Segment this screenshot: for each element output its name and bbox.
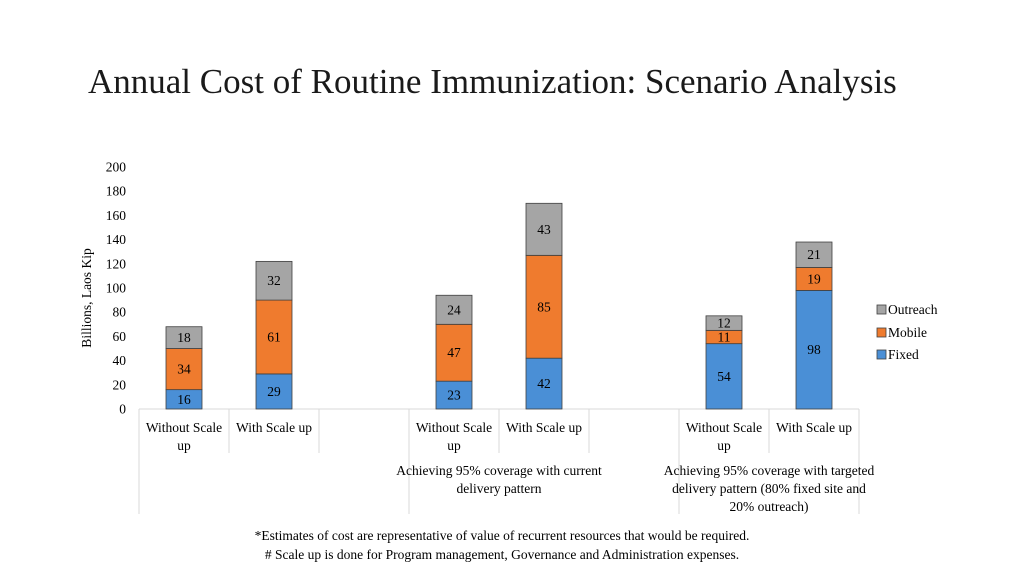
legend-swatch xyxy=(876,304,887,315)
data-label-mobile: 61 xyxy=(267,330,281,345)
bar-outreach xyxy=(795,241,833,268)
bar-mobile xyxy=(435,323,473,382)
category-label: Without Scale xyxy=(686,420,762,435)
y-tick-label: 140 xyxy=(106,232,127,247)
data-label-outreach: 12 xyxy=(717,316,731,331)
legend-label: Fixed xyxy=(888,347,919,362)
y-tick-label: 100 xyxy=(106,281,127,296)
group-label: delivery pattern xyxy=(456,481,541,496)
bar-fixed xyxy=(705,343,743,410)
data-label-mobile: 11 xyxy=(718,330,731,345)
category-label: With Scale up xyxy=(776,420,852,435)
category-label: up xyxy=(717,438,731,453)
category-label: With Scale up xyxy=(236,420,312,435)
group-label: delivery pattern (80% fixed site and xyxy=(672,481,866,496)
y-tick-label: 80 xyxy=(113,305,127,320)
data-label-outreach: 24 xyxy=(447,302,461,317)
legend-swatch xyxy=(876,327,887,338)
category-label: up xyxy=(177,438,191,453)
data-label-fixed: 16 xyxy=(177,392,191,407)
y-tick-label: 0 xyxy=(119,402,126,417)
bar-outreach xyxy=(705,315,743,331)
data-label-mobile: 34 xyxy=(177,362,191,377)
bar-fixed xyxy=(795,290,833,410)
y-axis-label: Billions, Laos Kip xyxy=(79,248,94,348)
group-label: Achieving 95% coverage with current xyxy=(396,463,602,478)
legend-label: Mobile xyxy=(888,325,927,340)
bar-fixed xyxy=(525,357,563,410)
y-tick-label: 40 xyxy=(113,353,127,368)
bar-fixed xyxy=(435,380,473,410)
group-label: Achieving 95% coverage with targeted xyxy=(664,463,875,478)
data-label-fixed: 42 xyxy=(537,376,551,391)
category-label: With Scale up xyxy=(506,420,582,435)
bar-mobile xyxy=(165,348,203,391)
data-label-outreach: 18 xyxy=(177,330,191,345)
y-tick-label: 120 xyxy=(106,256,127,271)
data-label-fixed: 23 xyxy=(447,388,461,403)
bar-mobile xyxy=(255,299,293,375)
category-label: Without Scale xyxy=(146,420,222,435)
category-label: up xyxy=(447,438,461,453)
data-label-outreach: 32 xyxy=(267,273,281,288)
y-tick-label: 60 xyxy=(113,329,127,344)
legend-swatch xyxy=(876,349,887,360)
data-label-mobile: 85 xyxy=(537,299,551,314)
footnote-estimates: *Estimates of cost are representative of… xyxy=(254,528,750,543)
data-label-fixed: 54 xyxy=(717,369,731,384)
bar-outreach xyxy=(525,202,563,256)
y-tick-label: 200 xyxy=(106,160,127,175)
bar-outreach xyxy=(255,260,293,301)
data-label-mobile: 19 xyxy=(807,271,821,286)
data-label-fixed: 98 xyxy=(807,342,821,357)
y-tick-label: 180 xyxy=(106,184,127,199)
page-title: Annual Cost of Routine Immunization: Sce… xyxy=(88,62,897,101)
legend-label: Outreach xyxy=(888,302,938,317)
bar-outreach xyxy=(435,294,473,325)
data-label-outreach: 43 xyxy=(537,222,551,237)
bar-outreach xyxy=(165,326,203,349)
y-tick-label: 160 xyxy=(106,208,127,223)
bar-mobile xyxy=(525,254,563,359)
group-label: 20% outreach) xyxy=(729,499,808,514)
footnote-scale-up: # Scale up is done for Program managemen… xyxy=(264,547,740,562)
data-label-fixed: 29 xyxy=(267,384,281,399)
data-label-mobile: 47 xyxy=(447,345,461,360)
category-label: Without Scale xyxy=(416,420,492,435)
y-tick-label: 20 xyxy=(113,377,127,392)
data-label-outreach: 21 xyxy=(807,247,821,262)
